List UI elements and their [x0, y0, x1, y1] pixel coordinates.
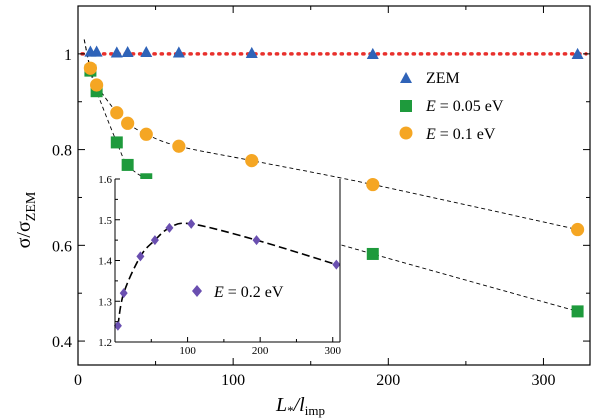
inset-y-tick-label: 1.6: [98, 174, 112, 186]
legend-marker-square: [400, 100, 412, 112]
inset-point-2: [136, 251, 145, 262]
point-series-0-3: [121, 45, 134, 58]
inset-data-points: [113, 218, 341, 331]
legend-label-e005: E = 0.05 eV: [425, 98, 504, 115]
main-data-points: [83, 45, 585, 318]
legend-label-e01: E = 0.1 eV: [425, 126, 496, 143]
inset-legend-marker-diamond: [192, 285, 202, 297]
inset-background: [115, 179, 340, 342]
legend-marker-circle: [399, 126, 413, 140]
inset-x-tick-label: 100: [179, 345, 196, 357]
inset-y-tick-label: 1.5: [98, 215, 112, 227]
inset-point-0: [113, 320, 122, 331]
point-series-1-8: [571, 305, 584, 318]
point-series-0-5: [172, 46, 185, 58]
point-series-0-1: [90, 45, 103, 57]
x-tick-label: 100: [221, 372, 245, 389]
inset-legend-label: E = 0.2 eV: [213, 284, 284, 301]
inset-point-6: [252, 235, 261, 246]
point-series-2-6: [245, 154, 259, 168]
point-series-1-2: [110, 136, 123, 149]
y-axis-label: σ/σZEM: [13, 191, 39, 248]
inset-point-5: [187, 218, 196, 229]
inset-point-7: [332, 259, 341, 270]
x-axis-label: L*/limp: [275, 394, 325, 418]
x-tick-label: 300: [531, 372, 555, 389]
point-series-0-6: [245, 46, 258, 59]
point-series-2-7: [366, 177, 380, 192]
point-series-0-4: [140, 45, 153, 58]
point-series-1-7: [366, 247, 379, 260]
legend-marker-triangle: [400, 72, 412, 83]
inset-x-tick-label: 200: [252, 345, 269, 357]
x-tick-label: 0: [74, 372, 82, 389]
inset-point-4: [165, 222, 174, 233]
y-tick-label: 0.4: [52, 334, 72, 351]
inset-y-tick-label: 1.3: [98, 296, 112, 308]
y-tick-label: 1: [64, 47, 72, 64]
inset-x-tick-label: 300: [324, 345, 341, 357]
point-series-2-1: [90, 78, 104, 92]
point-series-0-2: [110, 46, 123, 58]
y-tick-label: 0.6: [52, 238, 72, 255]
point-series-2-2: [110, 106, 124, 120]
point-series-2-0: [83, 61, 98, 75]
inset-point-1: [119, 288, 128, 299]
point-series-2-8: [570, 222, 585, 237]
point-series-0-7: [366, 47, 379, 59]
point-series-2-5: [172, 139, 186, 153]
y-tick-label: 0.8: [52, 143, 72, 160]
main-axis-ticks: 0 100 200 300 0.4 0.6 0.8 1: [52, 6, 590, 389]
point-series-1-3: [121, 158, 134, 171]
point-series-0-8: [571, 47, 584, 59]
inset-chart: 100 200 300 1.2 1.3 1.4 1.5 1.6 E = 0.2 eV: [98, 174, 341, 357]
main-plot-frame: [77, 5, 591, 366]
legend: ZEM E = 0.05 eV E = 0.1 eV: [399, 70, 504, 143]
inset-point-3: [150, 235, 159, 246]
x-tick-label: 200: [376, 372, 400, 389]
legend-label-zem: ZEM: [426, 70, 460, 87]
inset-y-tick-label: 1.2: [98, 337, 112, 349]
inset-y-tick-label: 1.4: [98, 256, 112, 268]
point-series-2-4: [139, 127, 153, 141]
point-series-2-3: [121, 116, 135, 130]
inset-axis-ticks: 100 200 300 1.2 1.3 1.4 1.5 1.6: [98, 174, 341, 357]
